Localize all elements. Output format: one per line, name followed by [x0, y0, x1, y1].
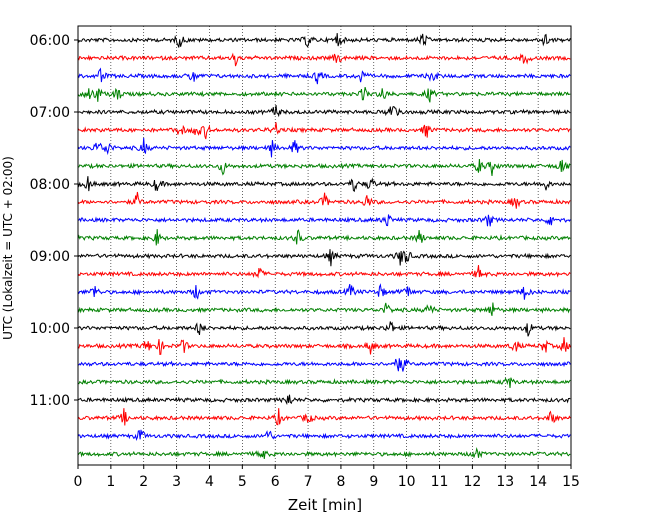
y-axis-ticks: 06:00 07:00 08:00 09:00 10:00 11:00 [30, 33, 78, 409]
y-tick-label: 09:00 [30, 249, 70, 265]
x-tick-label: 1 [106, 474, 115, 490]
trace-1045 [77, 377, 571, 389]
y-tick-label: 07:00 [30, 105, 70, 121]
x-tick-label: 12 [463, 474, 481, 490]
x-tick-label: 8 [336, 474, 345, 490]
trace-1145 [77, 447, 571, 459]
x-tick-label: 13 [496, 474, 514, 490]
x-tick-label: 7 [304, 474, 313, 490]
trace-0745 [77, 158, 571, 177]
trace-0845 [77, 229, 571, 246]
trace-group [77, 33, 571, 459]
x-axis-label: Zeit [min] [288, 496, 362, 514]
trace-0915 [77, 265, 571, 279]
x-tick-label: 14 [529, 474, 547, 490]
trace-0700 [77, 104, 571, 118]
trace-0930 [77, 283, 571, 300]
x-tick-label: 4 [205, 474, 214, 490]
x-tick-label: 6 [271, 474, 280, 490]
plot-frame [77, 25, 572, 466]
x-tick-label: 9 [369, 474, 378, 490]
trace-0600 [77, 33, 571, 48]
trace-1100 [77, 394, 571, 406]
y-tick-label: 06:00 [30, 33, 70, 49]
trace-1000 [77, 321, 571, 337]
trace-0645 [77, 86, 571, 103]
x-tick-label: 10 [398, 474, 416, 490]
trace-0615 [77, 52, 571, 67]
trace-1130 [77, 429, 571, 442]
trace-0945 [77, 302, 571, 317]
grid-lines [110, 26, 539, 465]
x-tick-label: 5 [238, 474, 247, 490]
trace-0900 [77, 249, 571, 267]
y-tick-label: 08:00 [30, 177, 70, 193]
trace-0800 [77, 176, 571, 193]
trace-0715 [77, 122, 571, 140]
y-tick-label: 11:00 [30, 393, 70, 409]
trace-0630 [77, 67, 571, 85]
x-axis-ticks: 0 1 2 3 4 5 6 7 8 9 10 11 12 13 14 15 [74, 465, 580, 490]
x-tick-label: 11 [431, 474, 449, 490]
y-axis-label: UTC (Lokalzeit = UTC + 02:00) [1, 156, 15, 340]
y-tick-label: 10:00 [30, 321, 70, 337]
x-tick-label: 0 [74, 474, 83, 490]
trace-0730 [77, 137, 571, 158]
trace-0830 [77, 214, 571, 227]
trace-0815 [77, 191, 571, 209]
x-tick-label: 3 [172, 474, 181, 490]
trace-1030 [77, 358, 571, 372]
x-tick-label: 2 [139, 474, 148, 490]
trace-1015 [77, 337, 571, 355]
trace-1115 [77, 408, 571, 426]
x-tick-label: 15 [562, 474, 580, 490]
